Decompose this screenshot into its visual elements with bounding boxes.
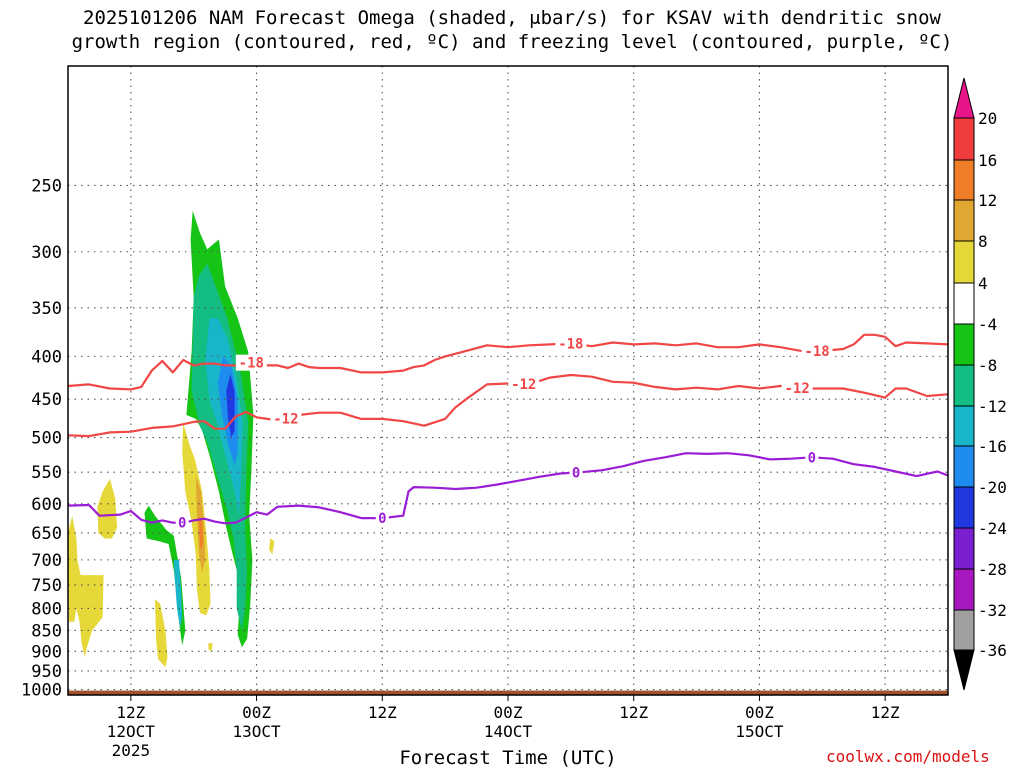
- freezing-level-label-bg-3: [805, 449, 819, 466]
- colorbar-bin-7: [953, 405, 975, 447]
- colorbar-label-11: -28: [978, 560, 1007, 579]
- x-tick-label-42: 00Z: [494, 703, 523, 722]
- dgz-minus18-label-1: -18: [558, 336, 583, 352]
- x-tick-label-66: 00Z: [745, 703, 774, 722]
- omega-region-12: [155, 599, 168, 668]
- colorbar-bin-10: [953, 527, 975, 570]
- colorbar-bin-11: [953, 568, 975, 611]
- x-tick-label-54: 12Z: [619, 703, 648, 722]
- x-tick-label-78: 12Z: [871, 703, 900, 722]
- omega-shading-layer: [68, 210, 275, 668]
- gridlines: [68, 66, 948, 695]
- y-tick-500: 500: [31, 429, 62, 449]
- dgz-minus18-label-0: -18: [239, 356, 264, 372]
- dgz-minus12-label-bg-1: [508, 376, 540, 393]
- colorbar-bin-2: [953, 199, 975, 242]
- colorbar: 20 16 12 8 4 -4 -8 -12 -16 -20 -24 -28 -32 -36: [953, 77, 1007, 691]
- x-tick-date-66: 15OCT: [735, 722, 784, 741]
- colorbar-label-9: -20: [978, 478, 1007, 497]
- y-tick-800: 800: [31, 599, 62, 619]
- y-tick-750: 750: [31, 576, 62, 596]
- colorbar-label-5: -4: [978, 315, 997, 334]
- colorbar-over-arrow: [953, 77, 975, 119]
- freezing-level-label-3: 0: [808, 450, 816, 466]
- x-tick-date-18: 13OCT: [232, 722, 281, 741]
- contour-layer: 0 0 0 0 -12 -12 -12 -18 -18 -18: [68, 333, 948, 532]
- x-tick-date-42: 14OCT: [484, 722, 533, 741]
- y-tick-250: 250: [31, 176, 62, 196]
- chart-title-line2: growth region (contoured, red, ºC) and f…: [71, 31, 953, 53]
- colorbar-label-1: 16: [978, 151, 997, 170]
- y-tick-400: 400: [31, 347, 62, 367]
- dgz-minus12-label-bg-2: [781, 380, 813, 397]
- chart-title-line1: 2025101206 NAM Forecast Omega (shaded, μ…: [83, 7, 941, 29]
- colorbar-label-12: -32: [978, 601, 1007, 620]
- y-tick-700: 700: [31, 551, 62, 571]
- dgz-minus18-label-bg-1: [555, 335, 587, 352]
- colorbar-label-4: 4: [978, 274, 988, 293]
- freezing-level-label-bg-1: [375, 510, 389, 527]
- omega-region-13: [269, 538, 275, 555]
- x-tick-label-6: 12Z: [116, 703, 145, 722]
- colorbar-bin-9: [953, 486, 975, 529]
- dgz-minus18-label-bg-2: [801, 342, 833, 359]
- credit-link[interactable]: coolwx.com/models: [826, 747, 990, 766]
- x-axis-label: Forecast Time (UTC): [399, 747, 616, 768]
- y-tick-600: 600: [31, 495, 62, 515]
- colorbar-under-arrow: [953, 649, 975, 691]
- colorbar-bin-6: [953, 364, 975, 407]
- dgz-minus12-label-2: -12: [784, 381, 809, 397]
- y-tick-550: 550: [31, 463, 62, 483]
- freezing-level-label-1: 0: [378, 511, 386, 527]
- y-tick-350: 350: [31, 299, 62, 319]
- freezing-level-label-2: 0: [572, 466, 580, 482]
- ground-layer: [68, 690, 948, 695]
- colorbar-label-13: -36: [978, 641, 1007, 660]
- dgz-minus12-label-bg-0: [270, 410, 302, 427]
- omega-region-6: [173, 559, 183, 629]
- freezing-level-label-0: 0: [178, 516, 186, 532]
- dgz-minus18-label-2: -18: [804, 344, 829, 360]
- dgz-minus12-label-0: -12: [273, 411, 298, 427]
- y-tick-850: 850: [31, 621, 62, 641]
- colorbar-label-7: -12: [978, 397, 1007, 416]
- colorbar-bin-5: [953, 323, 975, 366]
- colorbar-label-2: 12: [978, 191, 997, 210]
- x-tick-label-18: 00Z: [242, 703, 271, 722]
- y-tick-1000: 1000: [21, 681, 62, 701]
- y-axis: 2503003504004505005506006507007508008509…: [21, 176, 62, 700]
- omega-region-14: [208, 643, 213, 652]
- y-tick-450: 450: [31, 390, 62, 410]
- colorbar-label-0: 20: [978, 109, 997, 128]
- colorbar-label-10: -24: [978, 519, 1007, 538]
- dgz-minus18-label-bg-0: [235, 354, 267, 371]
- freezing-level-label-bg-2: [569, 464, 583, 481]
- omega-region-10: [97, 478, 118, 539]
- omega-region-9: [199, 515, 204, 550]
- colorbar-bin-8: [953, 445, 975, 488]
- colorbar-bin-12: [953, 609, 975, 651]
- colorbar-bin-4: [953, 282, 975, 325]
- y-tick-900: 900: [31, 642, 62, 662]
- colorbar-label-6: -8: [978, 356, 997, 375]
- y-tick-300: 300: [31, 243, 62, 263]
- y-tick-650: 650: [31, 524, 62, 544]
- ground-surface: [68, 690, 948, 695]
- y-tick-950: 950: [31, 662, 62, 682]
- colorbar-label-8: -16: [978, 437, 1007, 456]
- colorbar-bin-0: [953, 117, 975, 161]
- colorbar-label-3: 8: [978, 232, 988, 251]
- x-tick-date-6: 12OCT: [107, 722, 156, 741]
- freezing-level-label-bg-0: [175, 514, 189, 531]
- x-tick-label-30: 12Z: [368, 703, 397, 722]
- x-tick-year-6: 2025: [112, 741, 151, 760]
- colorbar-bin-1: [953, 159, 975, 201]
- colorbar-bin-3: [953, 240, 975, 284]
- omega-region-11: [68, 515, 104, 658]
- dgz-minus12-label-1: -12: [511, 377, 536, 393]
